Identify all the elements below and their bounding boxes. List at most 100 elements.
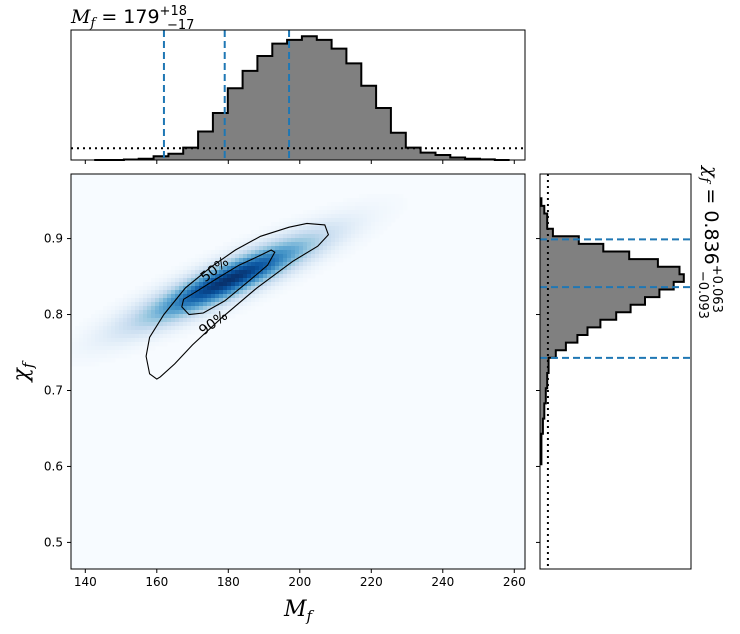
density-cell — [247, 274, 252, 279]
density-cell — [351, 242, 356, 247]
density-cell — [259, 254, 264, 259]
density-cell — [375, 206, 380, 211]
density-cell — [203, 294, 208, 299]
density-cell — [179, 326, 184, 331]
density-cell — [279, 230, 284, 235]
density-cell — [155, 286, 160, 291]
density-cell — [163, 282, 168, 287]
density-cell — [119, 346, 124, 351]
density-cell — [187, 322, 192, 327]
density-cell — [375, 234, 380, 239]
density-cell — [371, 194, 376, 199]
density-cell — [179, 334, 184, 339]
density-cell — [183, 310, 188, 315]
density-cell — [347, 226, 352, 231]
density-cell — [99, 346, 104, 351]
density-cell — [127, 346, 132, 351]
density-cell — [263, 234, 268, 239]
density-cell — [343, 230, 348, 235]
density-cell — [255, 238, 260, 243]
density-cell — [355, 218, 360, 223]
density-cell — [327, 218, 332, 223]
density-cell — [327, 202, 332, 207]
density-cell — [83, 330, 88, 335]
density-cell — [339, 258, 344, 263]
density-cell — [227, 250, 232, 255]
density-cell — [143, 298, 148, 303]
density-cell — [151, 298, 156, 303]
density-cell — [191, 294, 196, 299]
density-cell — [227, 242, 232, 247]
density-cell — [283, 266, 288, 271]
density-cell — [71, 362, 76, 367]
density-cell — [147, 294, 152, 299]
density-cell — [235, 274, 240, 279]
density-cell — [139, 322, 144, 327]
density-cell — [247, 246, 252, 251]
density-cell — [387, 218, 392, 223]
density-cell — [351, 246, 356, 251]
density-cell — [367, 238, 372, 243]
density-cell — [299, 234, 304, 239]
x-tick-label: 240 — [431, 575, 454, 589]
density-cell — [355, 222, 360, 227]
density-cell — [187, 270, 192, 275]
density-cell — [383, 226, 388, 231]
density-cell — [335, 246, 340, 251]
density-cell — [183, 290, 188, 295]
density-cell — [255, 290, 260, 295]
density-cell — [231, 310, 236, 315]
density-cell — [143, 294, 148, 299]
density-cell — [267, 278, 272, 283]
density-cell — [299, 274, 304, 279]
density-cell — [175, 286, 180, 291]
density-cell — [331, 234, 336, 239]
density-cell — [327, 258, 332, 263]
y-tick-label: 0.5 — [44, 535, 63, 549]
density-cell — [191, 266, 196, 271]
density-cell — [207, 262, 212, 267]
density-cell — [215, 310, 220, 315]
density-cell — [143, 302, 148, 307]
density-cell — [207, 250, 212, 255]
density-cell — [123, 298, 128, 303]
density-cell — [375, 202, 380, 207]
density-cell — [131, 326, 136, 331]
density-cell — [323, 230, 328, 235]
density-cell — [395, 210, 400, 215]
density-cell — [195, 314, 200, 319]
density-cell — [271, 286, 276, 291]
density-cell — [147, 330, 152, 335]
density-cell — [399, 202, 404, 207]
density-cell — [195, 258, 200, 263]
density-cell — [323, 206, 328, 211]
density-cell — [331, 258, 336, 263]
density-cell — [151, 342, 156, 347]
density-cell — [271, 294, 276, 299]
density-cell — [351, 250, 356, 255]
density-cell — [219, 298, 224, 303]
density-cell — [295, 230, 300, 235]
density-cell — [143, 322, 148, 327]
density-cell — [215, 322, 220, 327]
density-cell — [143, 314, 148, 319]
density-cell — [299, 226, 304, 231]
density-cell — [291, 254, 296, 259]
density-cell — [139, 290, 144, 295]
density-cell — [271, 258, 276, 263]
density-cell — [107, 318, 112, 323]
density-cell — [143, 318, 148, 323]
marginal-x-axes-frame — [70, 29, 526, 161]
density-cell — [247, 234, 252, 239]
density-cell — [323, 226, 328, 231]
density-cell — [379, 226, 384, 231]
density-cell — [107, 334, 112, 339]
density-cell — [183, 298, 188, 303]
density-cell — [287, 282, 292, 287]
density-cell — [247, 298, 252, 303]
density-cell — [279, 246, 284, 251]
contour-50pct — [181, 249, 276, 316]
marginal-x-ticks — [84, 160, 515, 164]
density-cell — [147, 286, 152, 291]
x-tick-label: 180 — [217, 575, 240, 589]
